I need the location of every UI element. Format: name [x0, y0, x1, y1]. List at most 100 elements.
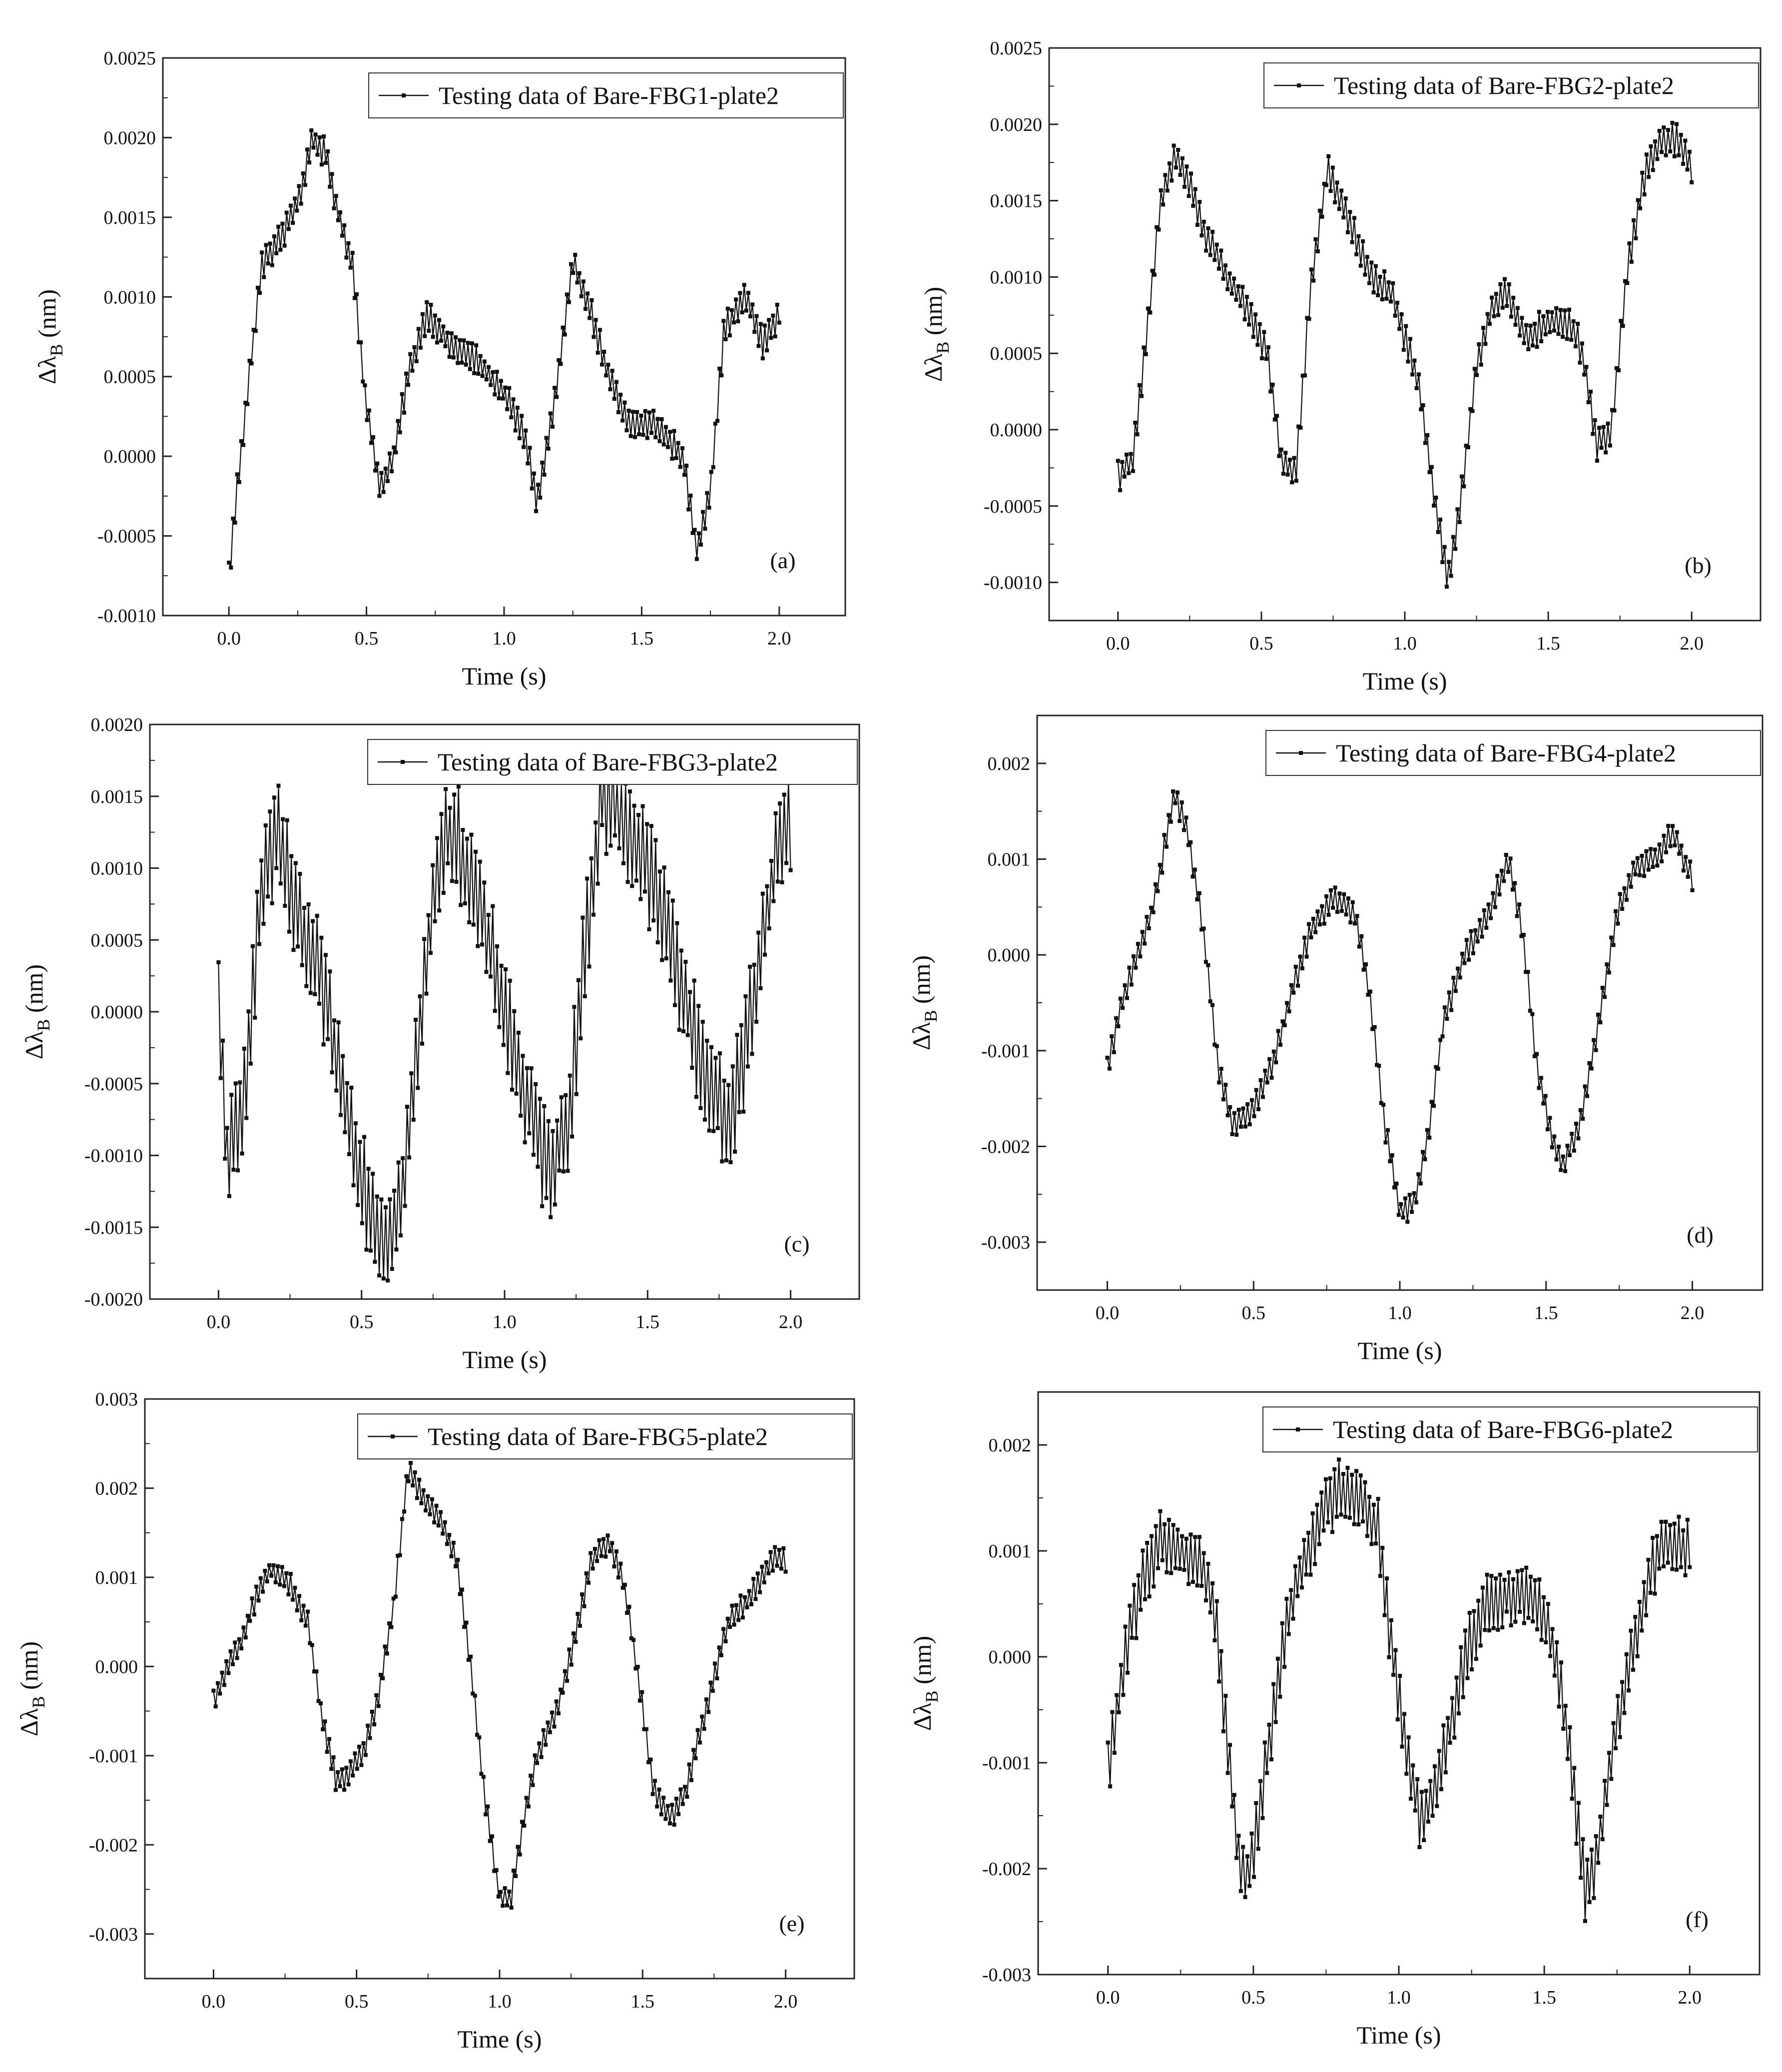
data-point	[336, 1770, 340, 1774]
y-tick-label: -0.003	[981, 1232, 1030, 1253]
data-point	[448, 805, 452, 810]
x-tick-label: 1.5	[631, 1991, 655, 2012]
data-point	[1221, 1097, 1225, 1102]
data-point	[1595, 459, 1599, 463]
data-point	[222, 1683, 226, 1687]
data-point	[268, 241, 272, 246]
data-point	[365, 418, 369, 422]
data-point	[404, 371, 408, 376]
data-point	[349, 1086, 354, 1090]
data-point	[1313, 237, 1318, 241]
data-point	[773, 1545, 777, 1549]
data-point	[1609, 935, 1614, 940]
data-point	[1603, 995, 1607, 999]
data-point	[612, 397, 616, 401]
data-point	[437, 908, 442, 913]
data-point	[306, 902, 311, 906]
data-point	[514, 1874, 518, 1878]
data-point	[415, 1496, 419, 1500]
data-point	[1321, 1528, 1326, 1533]
data-point	[413, 1470, 417, 1474]
data-point	[655, 417, 660, 421]
data-point	[1649, 847, 1653, 851]
data-point	[1685, 167, 1690, 172]
data-point	[603, 1554, 608, 1559]
data-point	[1585, 1858, 1590, 1862]
data-point	[721, 319, 726, 323]
data-point	[480, 374, 485, 378]
data-point	[1664, 153, 1668, 157]
data-point	[773, 811, 778, 815]
y-tick-label: 0.000	[989, 1647, 1032, 1668]
data-point	[682, 473, 686, 477]
data-point	[213, 1704, 218, 1709]
data-point	[303, 183, 307, 187]
data-point	[775, 302, 779, 307]
data-point	[1561, 1154, 1565, 1159]
x-tick-label: 1.0	[1388, 1303, 1412, 1324]
data-point	[226, 1671, 231, 1675]
data-point	[1616, 1694, 1620, 1698]
data-point	[1675, 1567, 1679, 1572]
data-point	[433, 313, 437, 318]
data-point	[1361, 967, 1366, 972]
data-point	[1282, 1665, 1286, 1669]
chart-panel-3: 0.0 0.5 1.0 1.5 2.0-0.0020-0.0015-0.0010-0.0…	[20, 714, 860, 1374]
y-axis-title-subscript: B	[28, 1696, 48, 1708]
data-point	[1550, 310, 1554, 314]
data-point	[612, 1564, 616, 1569]
data-point	[1182, 1568, 1187, 1572]
data-point	[544, 1743, 548, 1747]
data-point	[1379, 1101, 1383, 1105]
data-point	[338, 1113, 343, 1117]
data-point	[1210, 230, 1215, 234]
data-point	[447, 1533, 452, 1537]
data-point	[666, 445, 670, 449]
data-point	[473, 1693, 477, 1698]
data-point	[284, 210, 289, 215]
data-point	[1117, 1710, 1121, 1715]
data-point	[1323, 1477, 1328, 1481]
data-point	[1688, 859, 1693, 864]
data-point	[1453, 989, 1458, 993]
data-point	[1607, 970, 1611, 975]
data-point	[676, 1812, 681, 1816]
data-point	[1537, 310, 1541, 314]
data-point	[580, 1592, 585, 1597]
data-point	[1151, 910, 1156, 914]
data-point	[398, 430, 402, 435]
data-point	[666, 890, 671, 894]
data-point	[1335, 180, 1339, 185]
data-point	[338, 210, 342, 214]
data-point	[1330, 165, 1335, 170]
data-point	[1389, 299, 1393, 304]
data-point	[546, 1720, 550, 1725]
data-point	[771, 899, 776, 903]
data-point	[1399, 312, 1404, 316]
data-point	[544, 436, 549, 440]
data-point	[1293, 964, 1298, 969]
data-point	[434, 1503, 439, 1508]
data-point	[551, 425, 555, 429]
data-point	[1176, 1527, 1180, 1532]
data-point	[1677, 1514, 1681, 1519]
data-point	[396, 1553, 400, 1558]
data-point	[1520, 1568, 1524, 1572]
data-point	[386, 1278, 390, 1283]
data-point	[1331, 905, 1335, 910]
data-point	[1640, 170, 1645, 175]
data-point	[355, 292, 359, 296]
data-point	[291, 221, 295, 225]
data-point	[748, 964, 752, 969]
data-point	[510, 1087, 514, 1092]
data-point	[1581, 1837, 1585, 1841]
data-point	[700, 1714, 704, 1719]
data-point	[1287, 458, 1292, 462]
data-point	[1520, 316, 1524, 320]
data-point	[674, 1797, 678, 1801]
data-point	[1147, 1594, 1152, 1599]
data-point	[497, 396, 501, 401]
data-point	[1644, 152, 1649, 157]
data-point	[416, 327, 421, 331]
data-point	[244, 1116, 249, 1120]
